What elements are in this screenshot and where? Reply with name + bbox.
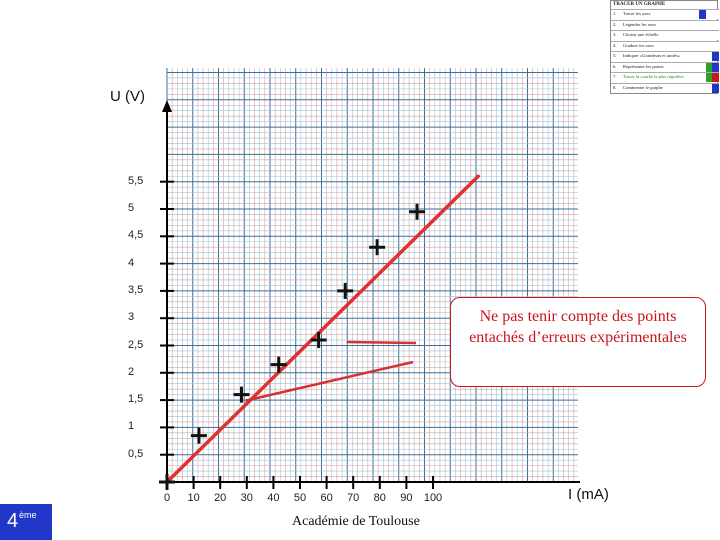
legend-color-box [706, 20, 713, 30]
legend-item-number: 8. [613, 84, 617, 90]
legend-item: 2. Légender les axes [611, 19, 719, 30]
data-point [233, 386, 250, 403]
legend-color-box [699, 73, 706, 82]
footer-caption: Académie de Toulouse [292, 514, 420, 529]
x-tick-label: 0 [163, 492, 171, 504]
legend-color-box [699, 83, 706, 93]
y-tick-label: 1 [128, 420, 135, 433]
data-point [337, 282, 354, 299]
legend-item-number: 4. [613, 42, 617, 48]
x-tick-label: 90 [400, 492, 413, 504]
legend-color-box [706, 31, 713, 40]
y-tick-label: 3 [128, 311, 135, 324]
y-tick-label: 3,5 [128, 283, 144, 296]
legend-color-box [699, 52, 706, 61]
legend-color-box [712, 83, 719, 93]
x-tick-label: 50 [293, 492, 307, 504]
data-point [409, 203, 426, 220]
y-axis-label: U (V) [110, 88, 145, 105]
legend-color-box [712, 52, 719, 61]
x-tick-label: 30 [240, 492, 253, 504]
legend-title: TRACER UN GRAPHE [613, 2, 666, 7]
x-tick-label: 80 [373, 492, 386, 504]
legend-item-text: Tracer les axes [623, 11, 651, 16]
annotation-box: Ne pas tenir compte des points entachés … [450, 297, 706, 387]
legend-color-box [712, 31, 719, 40]
x-tick-label: 40 [267, 492, 280, 504]
data-point [270, 356, 287, 373]
legend-color-box [712, 62, 719, 72]
x-tick-label: 60 [320, 492, 333, 504]
y-tick-label: 5 [128, 202, 135, 214]
x-axis-label: I (mA) [568, 486, 609, 503]
legend-item-text: Choisir une échelle [623, 32, 659, 37]
legend-item: 6. Représenter les points [611, 61, 719, 72]
legend-item: 5. Indiquer «Grandeurs et unités» [611, 51, 719, 61]
legend-color-box [699, 41, 706, 51]
legend-item-number: 2. [613, 21, 617, 27]
class-badge: 4 ème [0, 504, 52, 540]
legend-item-number: 6. [613, 63, 617, 69]
legend-color-box [706, 52, 713, 61]
legend-color-box [712, 10, 719, 19]
legend-item: 4. Graduer les axes [611, 40, 719, 51]
y-tick-label: 4,5 [128, 229, 144, 242]
legend-item-number: 1. [613, 11, 617, 16]
y-tick-label: 2 [128, 365, 135, 378]
data-point [159, 474, 175, 490]
badge-number: 4 [7, 510, 19, 532]
pointer-line [245, 360, 414, 402]
x-tick-label: 70 [347, 492, 360, 504]
legend-item-text: Tracer la courbe la plus régulière [623, 74, 684, 79]
pointer-line [346, 340, 417, 345]
legend-color-box [712, 41, 719, 51]
legend-color-box [706, 73, 713, 82]
data-point [190, 427, 207, 444]
legend-item: 7. Tracer la courbe la plus régulière [611, 72, 719, 82]
legend-color-box [706, 83, 713, 93]
legend-item-text: Indiquer «Grandeurs et unités» [623, 53, 681, 58]
legend-color-box [699, 31, 706, 40]
x-tick-label: 20 [214, 492, 227, 504]
legend-item-text: Commenter le graphe [623, 84, 663, 90]
legend-color-box [706, 10, 713, 19]
data-point [369, 239, 386, 256]
chart-grid [166, 68, 578, 483]
legend-color-box [712, 20, 719, 30]
legend-item-text: Graduer les axes [623, 42, 654, 48]
legend-color-box [706, 41, 713, 51]
method-legend: TRACER UN GRAPHE 1. Tracer les axes 2. Lége… [610, 0, 719, 94]
legend-item-text: Représenter les points [623, 63, 664, 69]
legend-item: 3. Choisir une échelle [611, 30, 719, 40]
fit-line [165, 174, 480, 484]
y-axis-arrow [162, 100, 172, 112]
legend-color-box [712, 73, 719, 82]
legend-item-text: Légender les axes [623, 21, 656, 27]
data-point [310, 332, 327, 349]
legend-color-box [699, 62, 706, 72]
legend-item: 1. Tracer les axes [611, 9, 719, 19]
legend-color-box [699, 20, 706, 30]
badge-suffix: ème [19, 510, 37, 520]
legend-color-box [706, 62, 713, 72]
y-tick-label: 5,5 [128, 174, 144, 187]
legend-item-number: 5. [613, 53, 617, 58]
legend-color-box [699, 10, 706, 19]
y-tick-label: 0,5 [128, 447, 144, 460]
y-tick-label: 4 [128, 256, 135, 269]
legend-item: 8. Commenter le graphe [611, 82, 719, 93]
legend-item-number: 7. [613, 74, 617, 79]
legend-item-number: 3. [613, 32, 617, 37]
y-tick-label: 2,5 [128, 338, 144, 351]
x-tick-label: 10 [187, 492, 200, 504]
y-tick-label: 1,5 [128, 393, 144, 406]
x-tick-label: 100 [423, 492, 443, 504]
chart-lines [165, 174, 480, 484]
chart-markers [159, 203, 426, 490]
